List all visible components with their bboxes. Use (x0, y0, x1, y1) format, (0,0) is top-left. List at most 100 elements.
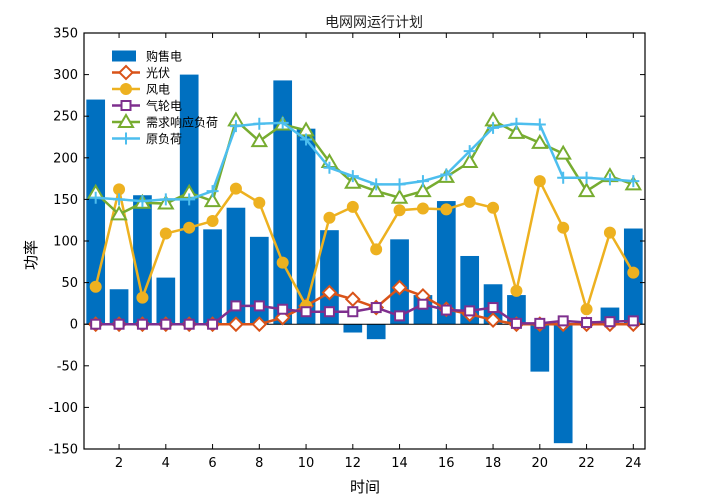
data-point (487, 201, 500, 214)
legend-marker (120, 132, 132, 145)
x-tick-label: 8 (255, 456, 263, 471)
bar (226, 207, 246, 325)
y-tick-label: 300 (53, 68, 78, 83)
data-point (487, 121, 500, 134)
x-tick-label: 6 (208, 456, 216, 471)
legend-label: 需求响应负荷 (146, 115, 218, 130)
data-point (627, 175, 640, 188)
bar (553, 324, 573, 444)
bar (530, 324, 550, 372)
data-point (323, 211, 336, 224)
data-point (416, 175, 429, 188)
data-point (460, 152, 479, 168)
legend-swatch (112, 50, 136, 62)
data-point (253, 196, 266, 209)
data-point (89, 191, 102, 204)
legend-marker (118, 64, 134, 81)
bar-series (86, 74, 643, 444)
data-point (533, 175, 546, 188)
y-tick-label: 50 (61, 276, 78, 291)
data-point (230, 300, 242, 312)
data-point (507, 123, 526, 139)
data-point (136, 318, 148, 330)
series-line (95, 302, 634, 326)
data-point (183, 318, 195, 330)
data-point (390, 188, 409, 204)
data-point (160, 318, 172, 330)
data-point (207, 318, 219, 330)
legend-item: 风电 (112, 83, 170, 97)
data-point (603, 226, 616, 239)
data-point (580, 171, 593, 184)
data-point (557, 171, 570, 184)
x-tick-label: 22 (578, 456, 595, 471)
data-point (229, 120, 242, 133)
data-point (603, 173, 616, 186)
legend-marker (120, 100, 132, 111)
data-point (113, 183, 126, 196)
y-tick-label: 200 (53, 151, 78, 166)
data-point (344, 291, 361, 308)
bar (366, 324, 386, 340)
bar (203, 229, 222, 325)
x-axis-label: 时间 (350, 478, 380, 496)
data-point (463, 195, 476, 208)
data-point (253, 300, 265, 312)
data-point (391, 279, 408, 296)
data-point (113, 193, 126, 206)
data-point (253, 117, 266, 130)
data-point (110, 205, 128, 221)
y-tick-label: 350 (53, 27, 78, 42)
data-point (557, 221, 570, 234)
x-tick-label: 2 (115, 456, 123, 471)
data-point (464, 305, 476, 317)
legend-item: 购售电 (112, 49, 182, 64)
bar (156, 277, 176, 325)
data-point (300, 306, 312, 318)
data-point (300, 133, 313, 146)
data-point (414, 182, 432, 198)
data-point (393, 178, 406, 191)
data-point (206, 185, 219, 198)
bar (343, 324, 363, 333)
data-point (370, 302, 382, 314)
legend-label: 购售电 (146, 49, 182, 64)
legend-item: 气轮电 (112, 98, 182, 113)
data-point (136, 291, 149, 304)
data-point (347, 306, 359, 318)
data-point (485, 312, 501, 328)
legend-marker (120, 83, 132, 95)
data-point (183, 193, 196, 206)
bar (436, 201, 456, 325)
data-point (463, 145, 476, 158)
data-point (627, 266, 640, 279)
data-point (89, 280, 102, 293)
data-point (323, 306, 335, 318)
y-tick-label: -100 (48, 401, 78, 416)
data-point (487, 302, 499, 314)
data-point (557, 315, 569, 327)
data-point (627, 315, 639, 327)
data-point (346, 200, 359, 213)
data-point (581, 317, 593, 329)
data-point (159, 227, 172, 240)
data-point (580, 303, 593, 316)
y-tick-label: 250 (53, 110, 78, 125)
x-tick-label: 24 (625, 456, 642, 471)
data-point (416, 202, 429, 215)
x-tick-label: 20 (532, 456, 549, 471)
legend-label: 原负荷 (146, 132, 182, 146)
series-2 (90, 298, 639, 330)
y-tick-label: 100 (53, 235, 78, 250)
chart-title: 电网网运行计划 (325, 15, 423, 31)
data-point (510, 317, 522, 329)
legend-label: 气轮电 (146, 98, 182, 113)
data-point (323, 161, 336, 174)
data-point (277, 303, 289, 315)
legend-marker (117, 113, 135, 128)
data-point (554, 144, 572, 160)
legend-label: 光伏 (146, 66, 170, 80)
